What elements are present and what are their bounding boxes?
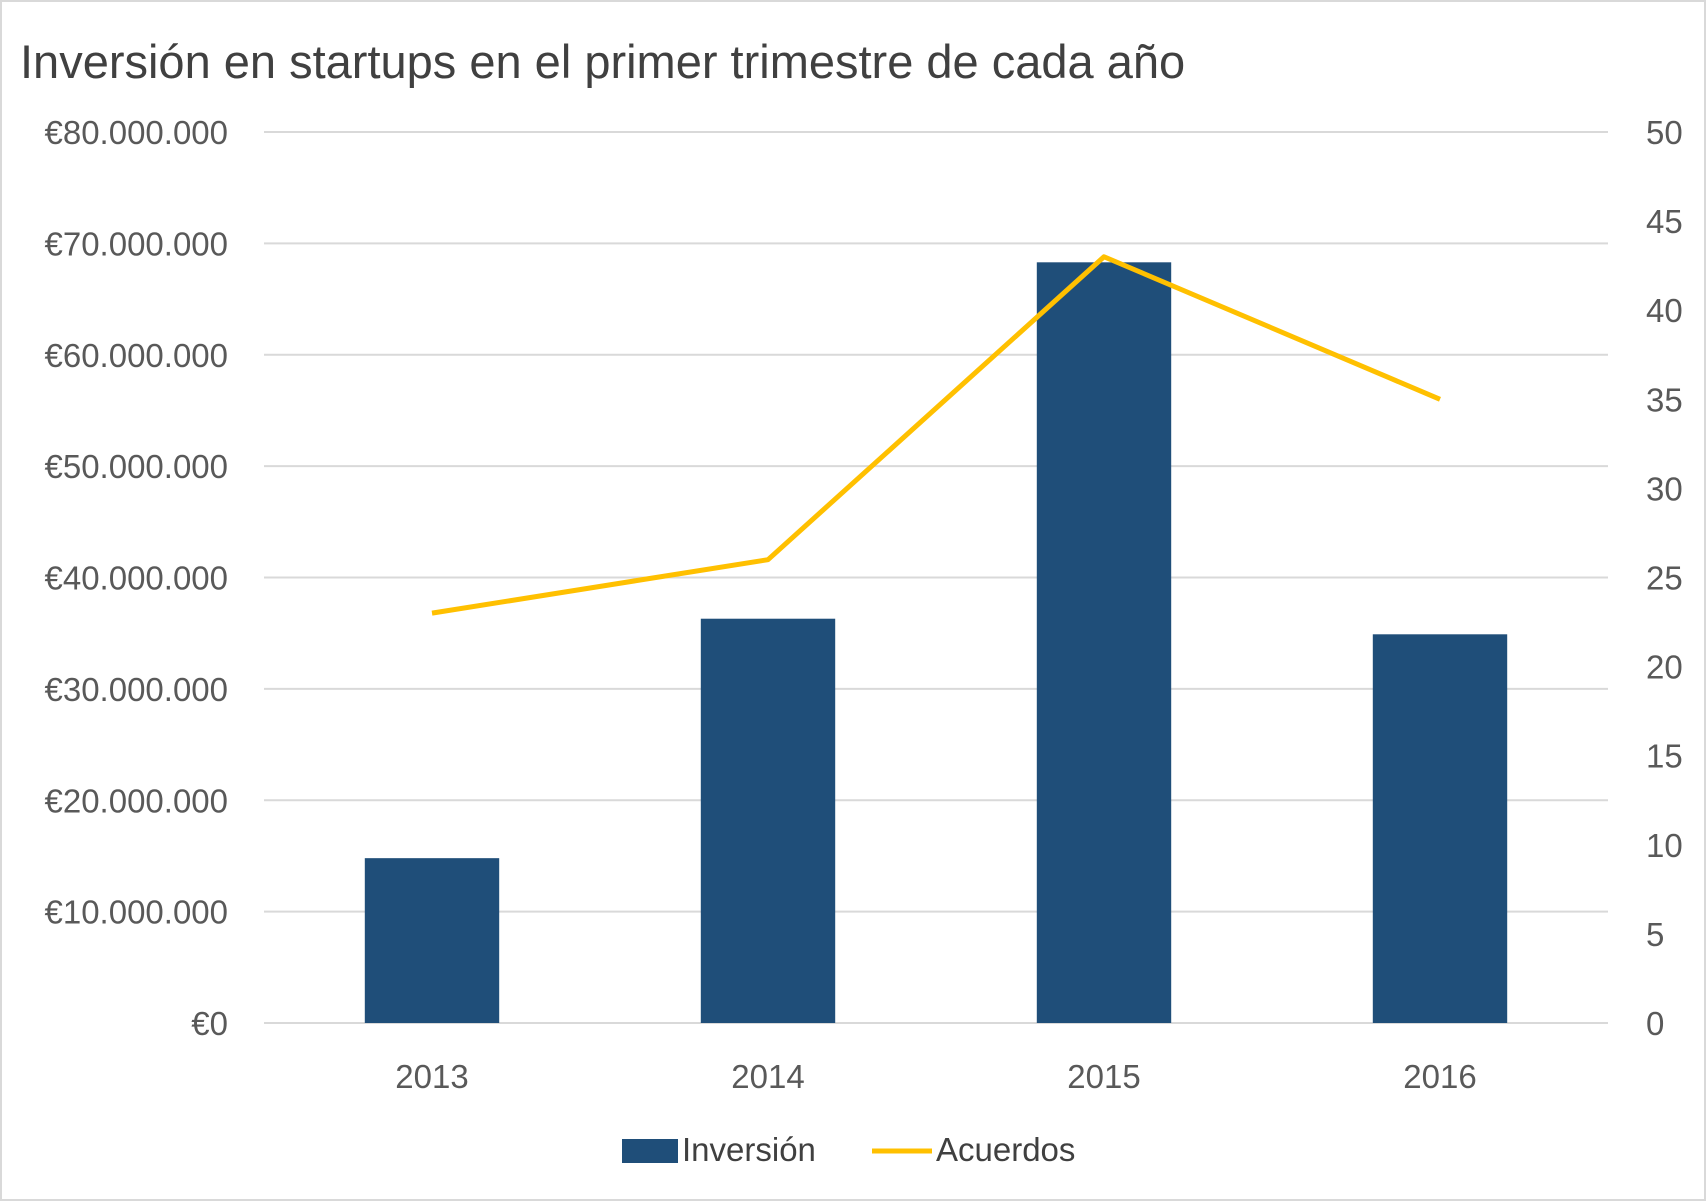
legend-label-inversion: Inversión bbox=[682, 1131, 816, 1168]
bar-2014 bbox=[700, 618, 836, 1023]
right-axis-ticks: 0 5 10 15 20 25 30 35 40 45 50 bbox=[1646, 114, 1683, 1042]
y-left-tick-label: €70.000.000 bbox=[44, 225, 228, 262]
legend-swatch-inversion bbox=[622, 1139, 678, 1163]
x-tick-label: 2015 bbox=[1067, 1058, 1140, 1095]
y-left-tick-label: €10.000.000 bbox=[44, 894, 228, 931]
y-right-tick-label: 20 bbox=[1646, 649, 1683, 686]
x-tick-label: 2013 bbox=[395, 1058, 468, 1095]
y-left-tick-label: €20.000.000 bbox=[44, 782, 228, 819]
chart-title: Inversión en startups en el primer trime… bbox=[20, 35, 1185, 88]
y-right-tick-label: 0 bbox=[1646, 1005, 1664, 1042]
left-axis-ticks: €0 €10.000.000 €20.000.000 €30.000.000 €40.0… bbox=[44, 114, 228, 1042]
x-tick-label: 2014 bbox=[731, 1058, 804, 1095]
line-series bbox=[431, 254, 1441, 616]
line-acuerdos bbox=[431, 254, 1441, 616]
y-right-tick-label: 45 bbox=[1646, 203, 1683, 240]
bar-2015 bbox=[1036, 262, 1172, 1024]
legend: Inversión Acuerdos bbox=[622, 1131, 1075, 1168]
y-left-tick-label: €80.000.000 bbox=[44, 114, 228, 151]
y-right-tick-label: 25 bbox=[1646, 560, 1683, 597]
y-left-tick-label: €50.000.000 bbox=[44, 448, 228, 485]
y-left-tick-label: €0 bbox=[191, 1005, 228, 1042]
bar-2016 bbox=[1372, 634, 1508, 1023]
y-right-tick-label: 35 bbox=[1646, 381, 1683, 418]
bar-2013 bbox=[364, 858, 500, 1023]
legend-label-acuerdos: Acuerdos bbox=[936, 1131, 1075, 1168]
bars bbox=[364, 262, 1508, 1024]
y-right-tick-label: 40 bbox=[1646, 292, 1683, 329]
y-right-tick-label: 15 bbox=[1646, 738, 1683, 775]
y-right-tick-label: 10 bbox=[1646, 827, 1683, 864]
y-left-tick-label: €30.000.000 bbox=[44, 671, 228, 708]
x-tick-label: 2016 bbox=[1403, 1058, 1476, 1095]
y-left-tick-label: €40.000.000 bbox=[44, 560, 228, 597]
y-left-tick-label: €60.000.000 bbox=[44, 337, 228, 374]
y-right-tick-label: 5 bbox=[1646, 916, 1664, 953]
x-axis-ticks: 2013 2014 2015 2016 bbox=[395, 1058, 1476, 1095]
y-right-tick-label: 30 bbox=[1646, 470, 1683, 507]
y-right-tick-label: 50 bbox=[1646, 114, 1683, 151]
